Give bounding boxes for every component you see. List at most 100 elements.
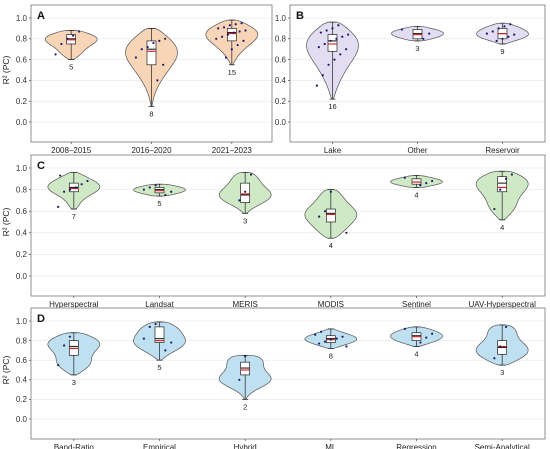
- y-tick-label: 0.6: [16, 55, 28, 64]
- count-label: 7: [72, 212, 76, 221]
- data-point: [220, 35, 224, 38]
- data-point: [236, 43, 239, 47]
- data-point: [318, 215, 321, 218]
- data-point: [238, 30, 241, 33]
- data-point: [428, 32, 431, 35]
- data-point: [244, 29, 247, 32]
- data-point: [491, 30, 494, 33]
- violin-group: Band-Ratio 3: [47, 332, 101, 449]
- panel-frame: [30, 307, 546, 440]
- data-point: [341, 335, 344, 338]
- violin-group: 2016–2020 8: [125, 28, 178, 155]
- category-label: MERIS: [232, 300, 257, 309]
- count-label: 3: [415, 44, 419, 53]
- category-label: Hyperspectral: [49, 300, 99, 309]
- data-point: [66, 37, 69, 40]
- category-label: UAV-Hyperspectral: [468, 300, 536, 309]
- panel-D: 0.0 0.2 0.4 0.6 0.8 1.0 D R² (PC) Band-Ratio 3 Emp…: [1, 307, 546, 449]
- y-tick-label: 0.2: [275, 97, 287, 106]
- data-point: [507, 35, 510, 38]
- data-point: [325, 29, 328, 32]
- data-point: [57, 205, 60, 208]
- violin-group: Other 3: [391, 25, 444, 155]
- y-tick-label: 1.0: [16, 164, 28, 173]
- data-point: [431, 332, 434, 335]
- category-label: Reservoir: [485, 146, 520, 155]
- y-tick-label: 0.4: [16, 76, 28, 85]
- data-point: [315, 84, 318, 87]
- data-point: [217, 27, 220, 30]
- data-point: [142, 337, 145, 340]
- data-point: [86, 179, 89, 183]
- iqr-box: [325, 208, 336, 223]
- count-label: 5: [157, 363, 161, 372]
- data-point: [425, 336, 428, 339]
- violin-group: Semi-Analytical 3: [475, 324, 530, 449]
- y-axis-label: R² (PC): [1, 207, 11, 236]
- data-point: [323, 340, 327, 343]
- data-point: [422, 37, 425, 40]
- data-point: [146, 46, 149, 49]
- panel-letter: C: [37, 160, 45, 172]
- y-tick-label: 0.4: [275, 76, 287, 85]
- panel-B: 0.0 0.2 0.4 0.6 0.8 1.0 B Lake 16 Other 3 Reservoir…: [275, 4, 546, 155]
- data-point: [80, 183, 83, 186]
- count-label: 4: [500, 223, 504, 232]
- data-point: [224, 56, 228, 59]
- violin-group: Lake 16: [306, 21, 359, 155]
- category-label: 2021–2023: [212, 146, 253, 155]
- y-tick-label: 1.0: [16, 14, 28, 23]
- count-label: 2: [243, 402, 247, 411]
- y-tick-label: 0.8: [16, 336, 28, 345]
- data-point: [341, 35, 344, 38]
- count-label: 5: [157, 199, 161, 208]
- violin-group: Sentinel 4: [390, 175, 443, 309]
- data-point: [335, 337, 338, 340]
- data-point: [331, 27, 334, 30]
- count-label: 8: [149, 109, 153, 118]
- count-label: 3: [243, 216, 247, 225]
- y-tick-label: 0.2: [16, 97, 28, 106]
- data-point: [485, 32, 488, 35]
- y-tick-label: 0.4: [16, 229, 28, 238]
- data-point: [317, 46, 320, 49]
- y-tick-label: 0.6: [16, 207, 28, 216]
- count-label: 3: [72, 378, 76, 387]
- y-tick-label: 0.0: [275, 118, 287, 127]
- y-tick-label: 0.0: [16, 272, 28, 281]
- data-point: [314, 333, 317, 336]
- data-point: [68, 188, 72, 191]
- data-point: [345, 345, 348, 348]
- y-tick-label: 1.0: [16, 317, 28, 326]
- data-point: [509, 23, 512, 26]
- category-label: Landsat: [145, 300, 174, 309]
- count-label: 4: [414, 349, 418, 358]
- y-axis-label: R² (PC): [1, 355, 11, 384]
- data-point: [403, 176, 406, 179]
- iqr-box: [154, 326, 165, 343]
- data-point: [400, 28, 403, 31]
- data-point: [68, 335, 72, 338]
- data-point: [431, 179, 434, 183]
- category-label: 2016–2020: [131, 146, 172, 155]
- data-point: [504, 325, 508, 328]
- data-point: [493, 207, 496, 211]
- count-label: 5: [69, 63, 73, 72]
- violin-group: UAV-Hyperspectral 4: [468, 170, 536, 309]
- violin-group: 2008–2015 5: [44, 30, 98, 155]
- y-tick-label: 0.2: [16, 395, 28, 404]
- data-point: [215, 37, 218, 40]
- data-point: [323, 42, 326, 46]
- data-point: [335, 37, 338, 40]
- data-point: [62, 344, 66, 347]
- data-point: [403, 327, 406, 330]
- category-label: ML: [325, 443, 337, 449]
- data-point: [319, 330, 323, 333]
- data-point: [337, 24, 340, 27]
- data-point: [339, 53, 342, 56]
- data-point: [240, 22, 243, 25]
- panel-letter: A: [37, 10, 45, 22]
- category-label: Band-Ratio: [54, 443, 95, 449]
- violin-group: Hybrid 2: [218, 354, 272, 449]
